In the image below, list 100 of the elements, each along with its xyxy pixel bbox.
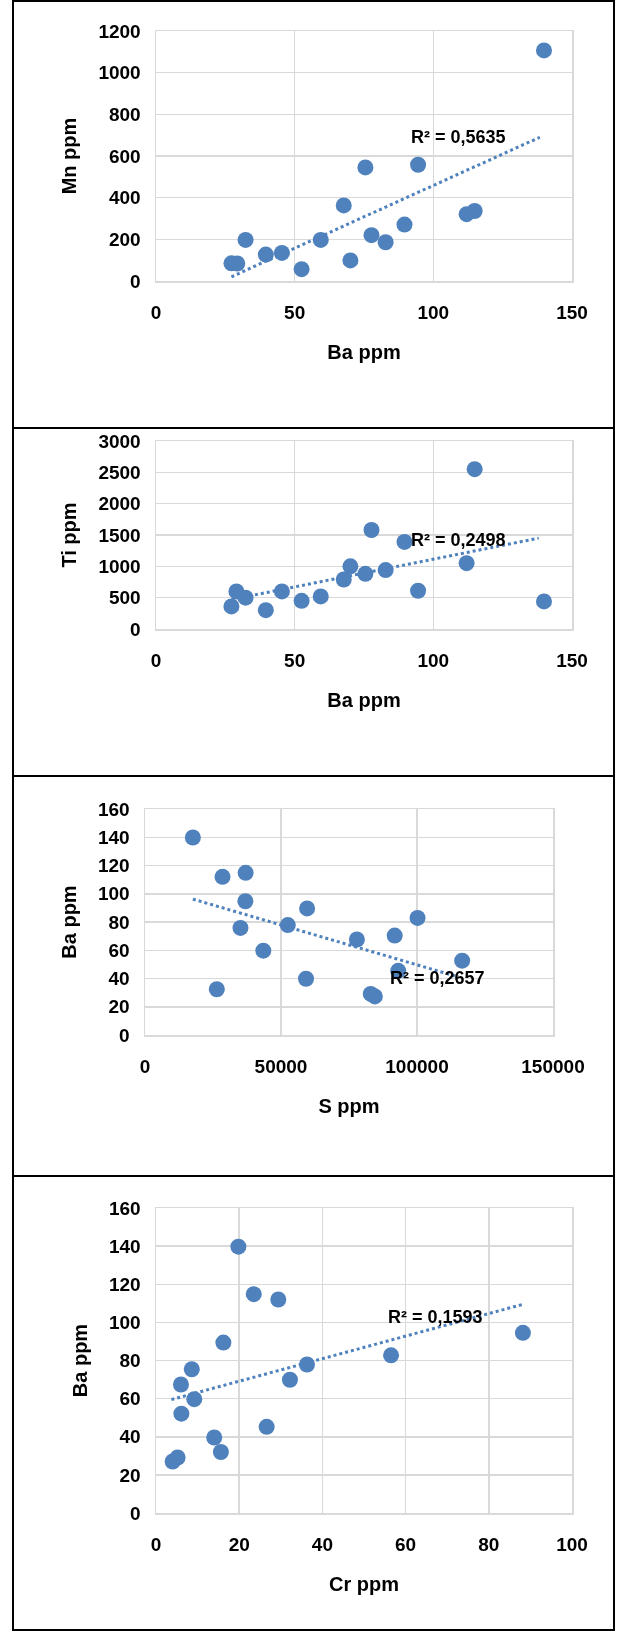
y-tick-label: 40: [108, 968, 130, 990]
y-tick-label: 140: [98, 826, 130, 848]
point: [386, 927, 403, 944]
point: [237, 864, 254, 881]
y-tick-label: 40: [119, 1426, 141, 1448]
x-tick-label: 150000: [521, 1056, 585, 1078]
point: [299, 900, 316, 917]
x-axis-title: S ppm: [318, 1094, 380, 1117]
x-tick-label: 50: [284, 302, 306, 324]
y-tick-label: 3000: [98, 430, 141, 452]
point: [255, 942, 272, 959]
point: [312, 588, 329, 605]
y-tick-label: 160: [109, 1197, 141, 1219]
y-tick-label: 1500: [98, 524, 141, 546]
y-axis-title: Mn ppm: [58, 117, 81, 195]
y-tick-label: 60: [119, 1388, 141, 1410]
point: [342, 252, 359, 269]
y-axis-title: Ba ppm: [68, 1323, 91, 1398]
y-tick-label: 120: [98, 855, 130, 877]
y-tick-label: 0: [130, 1502, 141, 1524]
y-tick-label: 20: [108, 996, 130, 1018]
annotation: R² = 0,1593: [388, 1307, 483, 1327]
y-tick-label: 100: [98, 883, 130, 905]
point: [514, 1324, 531, 1341]
point: [215, 1334, 232, 1351]
point: [212, 1444, 229, 1460]
point: [281, 1371, 298, 1388]
x-tick-label: 0: [150, 650, 162, 672]
y-tick-label: 2000: [98, 493, 141, 515]
point: [363, 521, 380, 538]
point: [214, 868, 231, 885]
point: [245, 1286, 262, 1303]
y-tick-label: 1000: [98, 555, 141, 577]
x-tick-label: 60: [395, 1534, 417, 1556]
x-tick-label: 100000: [385, 1056, 449, 1078]
y-axis-title: Ti ppm: [58, 502, 81, 568]
x-axis-title: Cr ppm: [329, 1572, 399, 1595]
x-tick-label: 100: [556, 1534, 588, 1556]
y-tick-label: 1000: [98, 62, 141, 84]
y-tick-label: 120: [109, 1273, 141, 1295]
point: [466, 461, 483, 478]
point: [206, 1429, 223, 1446]
point: [184, 829, 201, 846]
point: [396, 216, 413, 233]
y-tick-label: 0: [119, 1024, 130, 1046]
point: [232, 919, 249, 936]
x-tick-label: 40: [311, 1534, 333, 1556]
point: [230, 1238, 247, 1255]
x-tick-label: 80: [478, 1534, 500, 1556]
x-tick-label: 50: [284, 650, 306, 672]
y-tick-label: 80: [119, 1350, 141, 1372]
point: [298, 970, 315, 987]
x-tick-label: 150: [556, 302, 588, 324]
point: [257, 602, 274, 619]
point: [396, 533, 413, 550]
y-tick-label: 500: [109, 587, 141, 609]
point: [237, 231, 254, 248]
point: [173, 1405, 190, 1422]
point: [270, 1291, 287, 1308]
y-tick-label: 140: [109, 1235, 141, 1257]
point: [335, 197, 352, 214]
point: [293, 592, 310, 609]
y-tick-label: 2500: [98, 461, 141, 483]
y-tick-label: 0: [130, 270, 141, 292]
x-tick-label: 50000: [254, 1056, 308, 1078]
point: [293, 261, 310, 278]
point: [237, 893, 254, 910]
y-tick-label: 80: [108, 911, 130, 933]
y-tick-label: 1200: [98, 20, 141, 42]
y-tick-label: 20: [119, 1464, 141, 1486]
point: [454, 952, 471, 969]
point: [536, 593, 552, 610]
y-tick-label: 0: [130, 618, 141, 640]
point: [342, 558, 359, 575]
point: [410, 156, 427, 173]
y-tick-label: 800: [109, 103, 141, 125]
point: [223, 598, 240, 615]
point: [466, 203, 483, 219]
point: [258, 1418, 275, 1435]
x-axis-title: Ba ppm: [327, 688, 401, 711]
point: [164, 1453, 181, 1470]
y-tick-label: 100: [109, 1312, 141, 1334]
x-tick-label: 20: [228, 1534, 250, 1556]
point: [172, 1376, 189, 1393]
annotation: R² = 0,5635: [411, 127, 506, 147]
y-axis-title: Ba ppm: [57, 885, 80, 959]
y-tick-label: 60: [108, 939, 130, 961]
y-tick-label: 200: [109, 228, 141, 250]
y-tick-label: 160: [98, 798, 130, 820]
point: [458, 555, 475, 572]
y-tick-label: 600: [109, 145, 141, 167]
point: [366, 988, 383, 1005]
x-tick-label: 0: [150, 302, 162, 324]
point: [348, 931, 365, 948]
x-tick-label: 0: [150, 1534, 162, 1556]
point: [383, 1347, 400, 1364]
point: [409, 909, 426, 926]
point: [208, 981, 225, 998]
point: [377, 234, 394, 251]
point: [363, 227, 380, 244]
